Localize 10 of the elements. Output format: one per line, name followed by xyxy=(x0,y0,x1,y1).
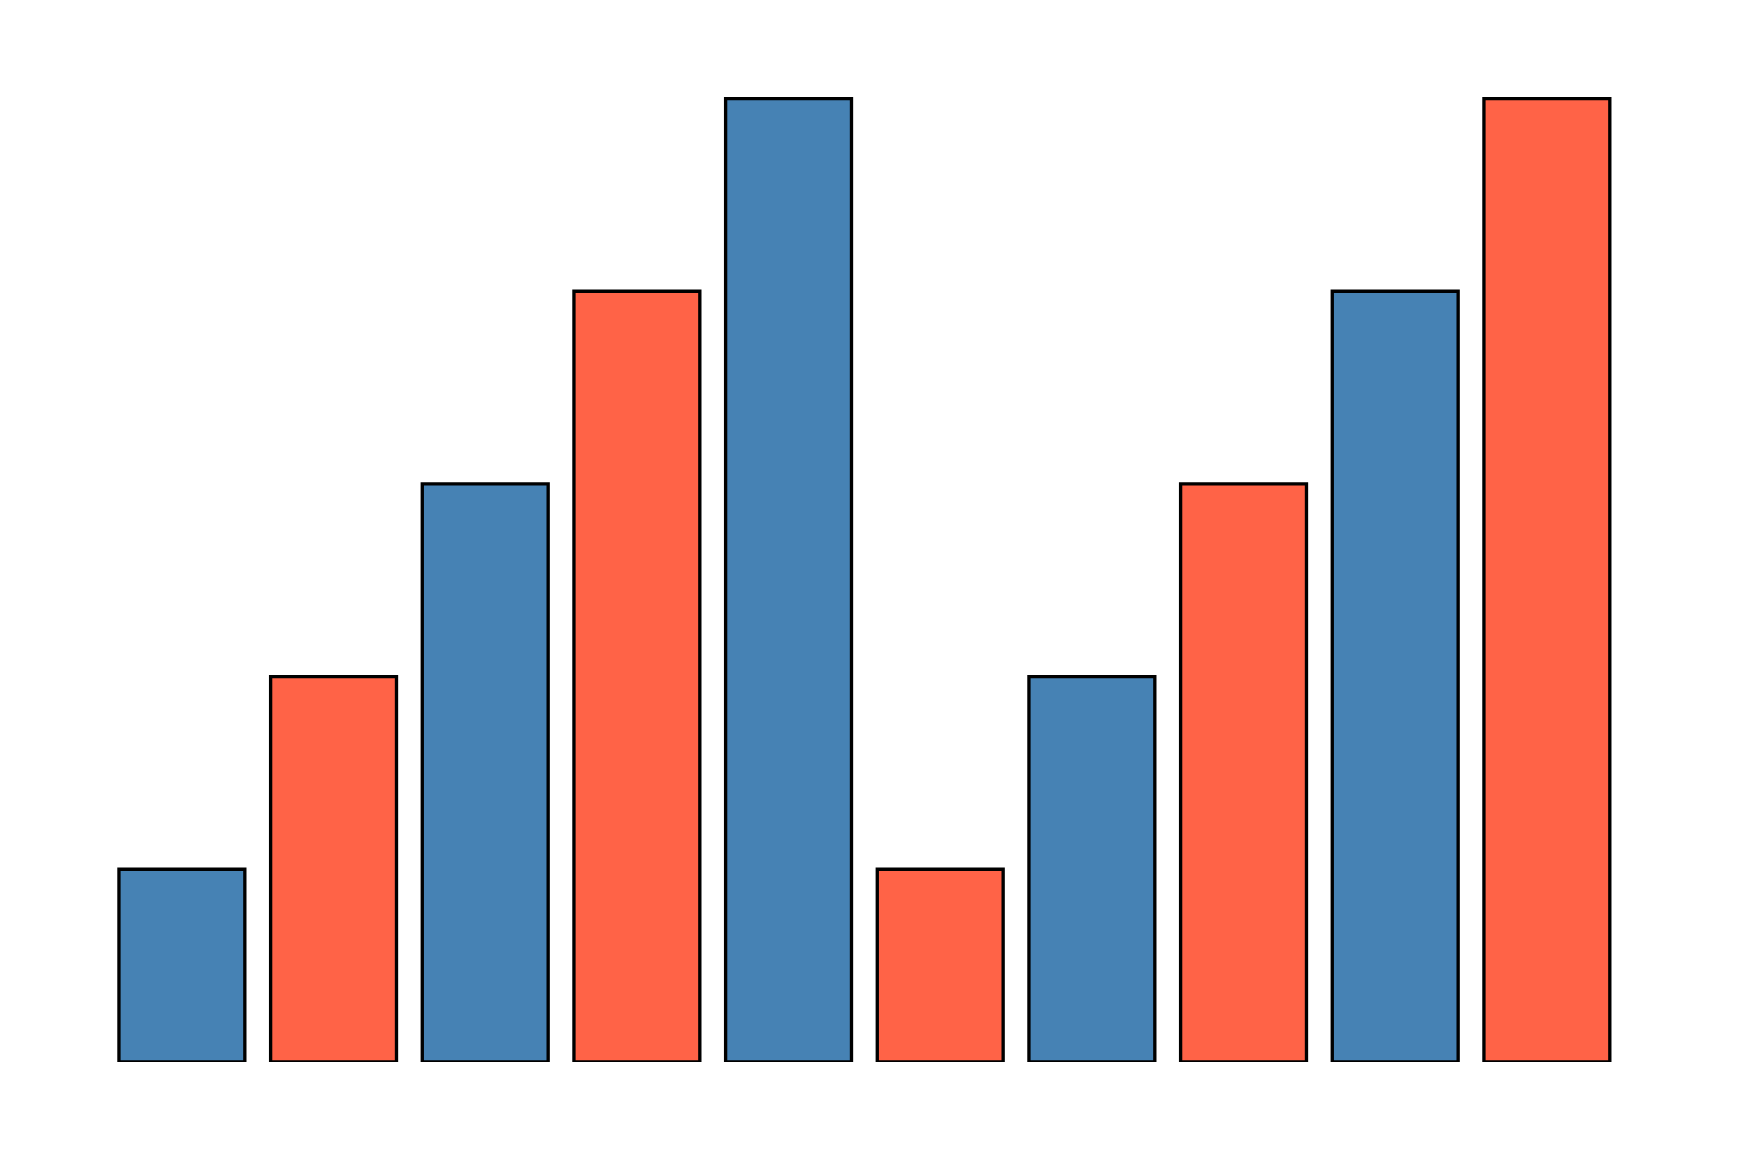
bar xyxy=(572,289,702,1062)
bar xyxy=(1027,674,1157,1062)
bar xyxy=(268,674,399,1062)
bar xyxy=(875,867,1005,1062)
bar xyxy=(1330,289,1460,1062)
bar xyxy=(420,482,550,1062)
bar xyxy=(117,867,247,1062)
bar xyxy=(1482,96,1612,1062)
bar xyxy=(1178,482,1309,1062)
bar xyxy=(723,96,854,1062)
